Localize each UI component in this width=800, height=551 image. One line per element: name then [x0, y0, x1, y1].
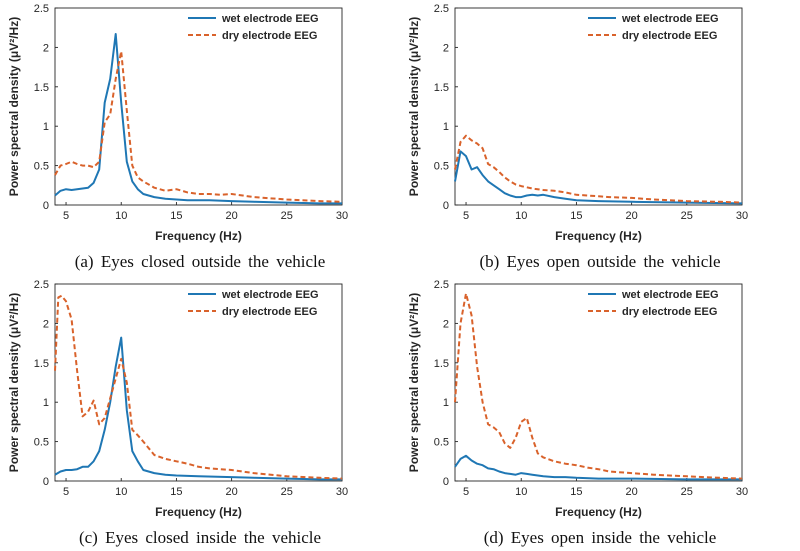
x-tick-label: 30 [736, 210, 748, 222]
y-tick-label: 1.5 [434, 358, 449, 370]
legend-entry: dry electrode EEG [222, 30, 317, 42]
y-tick-label: 1.5 [34, 358, 49, 370]
y-axis-label: Power spectral density (μV²/Hz) [407, 293, 421, 472]
x-tick-label: 30 [736, 486, 748, 498]
y-tick-label: 2 [43, 318, 49, 330]
x-tick-label: 10 [115, 486, 127, 498]
y-tick-label: 0 [443, 476, 449, 488]
series-line-wet [454, 150, 743, 205]
y-tick-label: 2 [443, 318, 449, 330]
y-axis-label: Power spectral density (μV²/Hz) [7, 17, 21, 196]
x-tick-label: 20 [625, 210, 637, 222]
x-tick-label: 5 [63, 486, 69, 498]
chart-caption-a: (a) Eyes closed outside the vehicle [74, 252, 326, 271]
x-axis-label: Frequency (Hz) [155, 229, 242, 243]
chart-panel-a: 5 10 15 20 25 30 0 0.5 1 1.5 2 2.5 Frequency (Hz) Pow… [0, 0, 400, 275]
y-tick-label: 1.5 [434, 82, 449, 94]
chart-c: 5 10 15 20 25 30 0 0.5 1 1.5 2 2.5 Frequency (Hz) Pow… [7, 279, 348, 519]
chart-caption-d: (d) Eyes open inside the vehicle [483, 528, 717, 547]
x-tick-label: 25 [681, 210, 693, 222]
x-tick-label: 25 [281, 210, 293, 222]
chart-a: 5 10 15 20 25 30 0 0.5 1 1.5 2 2.5 Frequency (Hz) Pow… [7, 3, 348, 243]
y-tick-label: 0.5 [34, 437, 49, 449]
legend-entry: wet electrode EEG [221, 289, 319, 301]
legend-entry: wet electrode EEG [621, 289, 719, 301]
legend-entry: wet electrode EEG [221, 13, 319, 25]
legend-entry: dry electrode EEG [622, 306, 717, 318]
series-line-dry [54, 50, 343, 203]
legend-entry: dry electrode EEG [222, 306, 317, 318]
y-tick-label: 1 [43, 121, 49, 133]
y-tick-label: 1 [443, 397, 449, 409]
chart-caption-c: (c) Eyes closed inside the vehicle [78, 528, 322, 547]
y-tick-label: 2.5 [434, 3, 449, 15]
x-tick-label: 10 [515, 210, 527, 222]
x-tick-label: 15 [170, 486, 182, 498]
chart-panel-c: 5 10 15 20 25 30 0 0.5 1 1.5 2 2.5 Frequency (Hz) Pow… [0, 276, 400, 551]
y-tick-label: 0 [443, 200, 449, 212]
chart-panel-d: 5 10 15 20 25 30 0 0.5 1 1.5 2 2.5 Frequency (Hz) Pow… [400, 276, 800, 551]
x-tick-label: 5 [63, 210, 69, 222]
x-tick-label: 25 [281, 486, 293, 498]
chart-panel-b: 5 10 15 20 25 30 0 0.5 1 1.5 2 2.5 Frequency (Hz) Pow… [400, 0, 800, 275]
x-tick-label: 15 [570, 210, 582, 222]
y-tick-label: 0.5 [34, 161, 49, 173]
plot-frame [54, 7, 343, 206]
y-tick-label: 2.5 [34, 3, 49, 15]
chart-d: 5 10 15 20 25 30 0 0.5 1 1.5 2 2.5 Frequency (Hz) Pow… [407, 279, 748, 519]
x-axis-label: Frequency (Hz) [155, 505, 242, 519]
chart-caption-b: (b) Eyes open outside the vehicle [479, 252, 721, 271]
x-tick-label: 15 [170, 210, 182, 222]
y-tick-label: 0 [43, 200, 49, 212]
y-tick-label: 1 [443, 121, 449, 133]
series-line-wet [54, 33, 342, 205]
x-tick-label: 20 [225, 486, 237, 498]
y-tick-label: 0.5 [434, 437, 449, 449]
y-axis-label: Power spectral density (μV²/Hz) [407, 17, 421, 196]
plot-frame [454, 7, 743, 206]
x-tick-label: 5 [463, 486, 469, 498]
x-tick-label: 30 [336, 210, 348, 222]
y-tick-label: 2 [443, 42, 449, 54]
legend-entry: dry electrode EEG [622, 30, 717, 42]
x-axis-label: Frequency (Hz) [555, 505, 642, 519]
x-axis-label: Frequency (Hz) [555, 229, 642, 243]
chart-b: 5 10 15 20 25 30 0 0.5 1 1.5 2 2.5 Frequency (Hz) Pow… [407, 3, 748, 243]
y-axis-label: Power spectral density (μV²/Hz) [7, 293, 21, 472]
legend-entry: wet electrode EEG [621, 13, 719, 25]
plot-frame [54, 283, 343, 482]
series-line-dry [454, 292, 743, 480]
series-line-dry [54, 294, 343, 480]
x-tick-label: 20 [225, 210, 237, 222]
x-tick-label: 20 [625, 486, 637, 498]
x-tick-label: 15 [570, 486, 582, 498]
y-tick-label: 2.5 [434, 279, 449, 291]
x-tick-label: 10 [515, 486, 527, 498]
x-tick-label: 30 [336, 486, 348, 498]
y-tick-label: 1 [43, 397, 49, 409]
x-tick-label: 25 [681, 486, 693, 498]
y-tick-label: 2.5 [34, 279, 49, 291]
x-tick-label: 10 [115, 210, 127, 222]
y-tick-label: 1.5 [34, 82, 49, 94]
series-line-dry [454, 134, 743, 204]
series-line-wet [454, 454, 742, 481]
series-line-wet [54, 336, 342, 481]
y-tick-label: 0.5 [434, 161, 449, 173]
plot-frame [454, 283, 743, 482]
x-tick-label: 5 [463, 210, 469, 222]
y-tick-label: 2 [43, 42, 49, 54]
y-tick-label: 0 [43, 476, 49, 488]
